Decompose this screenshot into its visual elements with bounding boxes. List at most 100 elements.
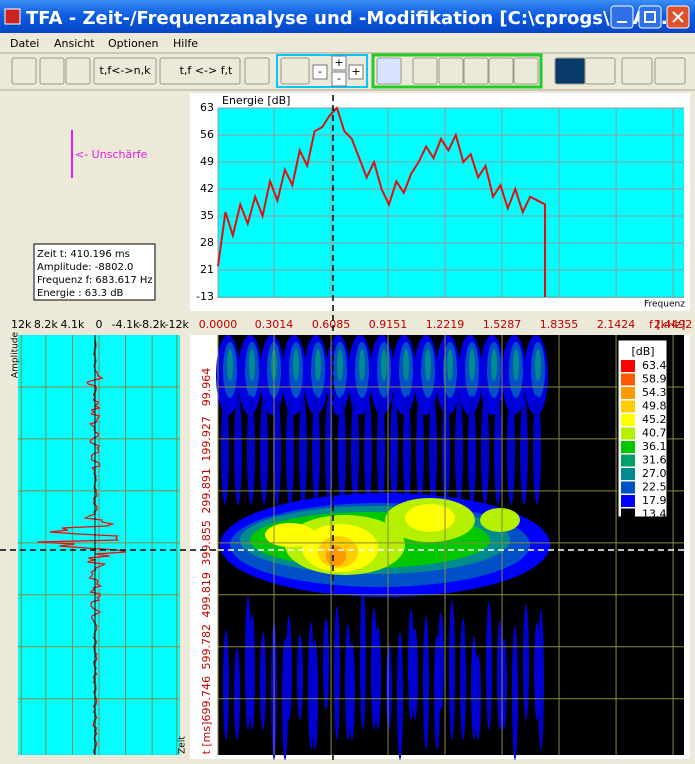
spectrogram-blob: [475, 654, 481, 740]
frequency-tick-label: 1.2219: [426, 318, 465, 331]
spectrogram-blob: [423, 616, 429, 750]
toolbar-button[interactable]: [438, 57, 464, 85]
time-tick-label: 399.855: [200, 520, 213, 566]
spectrogram-blob: [381, 349, 387, 381]
frequency-tick-label: 0.0000: [199, 318, 238, 331]
spectrogram-blob: [403, 349, 409, 381]
colorbar-label: 36.1: [642, 440, 667, 453]
spectrogram-blob: [416, 395, 424, 505]
toolbar-button[interactable]: [244, 57, 270, 85]
spectrum-tick-label: 56: [200, 128, 214, 141]
frequency-tick-label: 0.3014: [255, 318, 294, 331]
toolbar-button[interactable]: [65, 57, 91, 85]
toolbar-button[interactable]: [463, 57, 489, 85]
colorbar-swatch: [621, 495, 635, 507]
colorbar-label: 54.3: [642, 386, 667, 399]
amplitude-tick-label: 4.1k: [60, 318, 84, 331]
toolbar-button[interactable]: [488, 57, 514, 85]
spectrogram-blob: [469, 349, 475, 381]
spectrogram-blob: [523, 604, 529, 720]
frequency-tick-label: 0.9151: [369, 318, 408, 331]
colorbar-swatch: [621, 481, 635, 494]
toolbar-button[interactable]: [513, 57, 539, 85]
spectrum-tick-label: -13: [196, 290, 214, 303]
spectrogram-blob: [234, 648, 240, 740]
toolbar-button[interactable]: [280, 57, 310, 85]
spectrogram-blob: [260, 632, 266, 730]
colorbar-swatch: [621, 468, 635, 480]
toolbar-button[interactable]: [554, 57, 586, 85]
zoom-button[interactable]: [312, 64, 328, 80]
spectrogram-blob: [249, 614, 255, 730]
colorbar-label: 40.7: [642, 427, 667, 440]
amplitude-tick-label: 8.2k: [34, 318, 58, 331]
amplitude-tick-label: 12k: [11, 318, 32, 331]
spectrogram-blob: [312, 640, 318, 750]
spectrogram-blob: [249, 349, 255, 381]
spectrogram-blob: [429, 395, 437, 505]
spectrogram-blob: [535, 349, 541, 381]
toolbar-button[interactable]: [584, 57, 616, 85]
colorbar-swatch: [621, 414, 635, 426]
spectrum-tick-label: 28: [200, 236, 214, 249]
menu-item[interactable]: Hilfe: [173, 37, 198, 50]
colorbar-label: 27.0: [642, 467, 667, 480]
spectrogram-image: [216, 335, 550, 760]
spectrogram-blob: [449, 600, 455, 740]
time-tick-label: 599.782: [200, 624, 213, 670]
spectrogram-blob: [223, 630, 229, 740]
spectrogram-blob: [299, 395, 307, 505]
spectrogram-blob: [491, 349, 497, 381]
toolbar-button[interactable]: [39, 57, 65, 85]
spectrogram-blob: [334, 606, 340, 740]
amplitude-tick-label: -8.2k: [138, 318, 166, 331]
frequency-tick-label: 2.1424: [597, 318, 636, 331]
colorbar-swatch: [621, 360, 635, 372]
menu-item[interactable]: Datei: [10, 37, 39, 50]
zoom-button-label: -: [318, 65, 322, 78]
maximize-button[interactable]: [638, 5, 662, 29]
minimize-button[interactable]: [610, 5, 634, 29]
zoom-button[interactable]: [331, 55, 347, 71]
spectrum-y-label: Energie [dB]: [222, 94, 290, 107]
colorbar-swatch: [621, 400, 635, 413]
spectrogram-blob: [338, 395, 346, 505]
toolbar-button[interactable]: [621, 57, 653, 85]
spectrogram-blob: [455, 395, 463, 505]
spectrum-tick-label: 63: [200, 101, 214, 114]
amplitude-tick-label: -12k: [165, 318, 190, 331]
spectrogram-blob: [412, 628, 418, 720]
window-button-icons: [617, 11, 684, 23]
menu-item[interactable]: Ansicht: [54, 37, 95, 50]
cursor-info-line: Energie : 63.3 dB: [37, 288, 124, 299]
spectrogram-blob: [293, 349, 299, 381]
zoom-button-label: -: [337, 72, 341, 85]
toolbar-button[interactable]: [11, 57, 37, 85]
spectrogram-blob: [349, 642, 355, 740]
spectrogram-blob: [273, 395, 281, 505]
spectrogram-blob: [323, 618, 329, 710]
spectrogram-blob: [351, 395, 359, 505]
spectrum-tick-label: 35: [200, 209, 214, 222]
spectrogram-blob: [326, 546, 346, 566]
spectrogram-blob: [486, 602, 492, 730]
spectrogram-blob: [507, 395, 515, 505]
colorbar-swatch: [621, 508, 635, 521]
toolbar-button[interactable]: [376, 57, 402, 85]
spectrogram-blob: [447, 349, 453, 381]
toolbar-button[interactable]: [654, 57, 686, 85]
colorbar-label: 13.4: [642, 508, 667, 521]
toolbar-button[interactable]: [93, 57, 157, 85]
spectrogram-blob: [390, 395, 398, 505]
waveform-time-label: Zeit: [178, 736, 188, 754]
spectrogram-blob: [227, 349, 233, 381]
menu-item[interactable]: Optionen: [108, 37, 158, 50]
toolbar-button[interactable]: [159, 57, 241, 85]
toolbar-button-label: t,f <-> f,t: [180, 64, 233, 77]
spectrogram-blob: [286, 395, 294, 505]
toolbar-button[interactable]: [412, 57, 438, 85]
zoom-button[interactable]: [331, 71, 347, 87]
zoom-button[interactable]: [348, 64, 364, 80]
cursor-info-box: [33, 243, 156, 301]
